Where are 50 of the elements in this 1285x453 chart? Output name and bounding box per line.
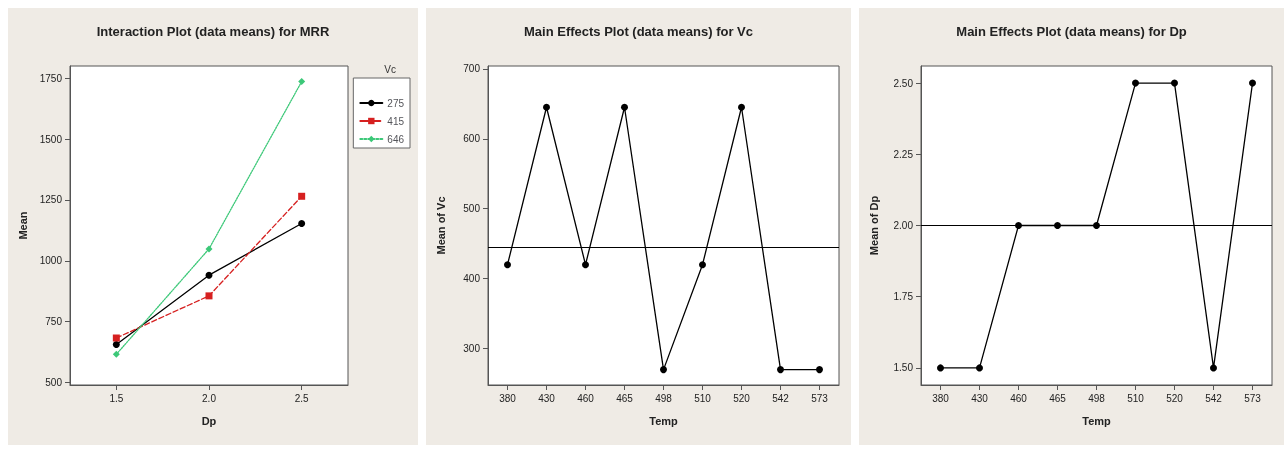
x-tick-label: 380 [932, 392, 950, 404]
y-tick-label: 400 [463, 273, 481, 285]
y-tick-label: 1.75 [893, 291, 914, 303]
x-axis-title: Temp [1082, 414, 1112, 427]
x-tick-label: 465 [616, 392, 634, 404]
y-tick-label: 1.50 [893, 362, 914, 374]
y-axis-title: Mean of Vc [434, 196, 447, 255]
x-tick-label: 465 [1049, 392, 1067, 404]
x-tick-label: 520 [733, 392, 751, 404]
y-tick-label: 700 [463, 63, 481, 75]
x-tick-label: 380 [499, 392, 517, 404]
x-tick-label: 542 [772, 392, 790, 404]
y-tick-label: 500 [45, 377, 63, 389]
y-tick-label: 1000 [39, 255, 63, 267]
x-tick-label: 430 [538, 392, 556, 404]
y-tick-label: 750 [45, 316, 63, 328]
y-axis-title: Mean of Dp [867, 195, 880, 256]
x-tick-label: 542 [1205, 392, 1223, 404]
legend-label: 415 [387, 115, 405, 127]
x-tick-label: 2.0 [202, 392, 217, 404]
legend-title: Vc [384, 63, 396, 75]
y-tick-label: 2.50 [893, 77, 914, 89]
y-tick-label: 2.00 [893, 220, 914, 231]
x-tick-label: 498 [655, 392, 673, 404]
x-tick-label: 573 [1244, 392, 1262, 404]
x-tick-label: 1.5 [109, 392, 124, 404]
chart-title: Main Effects Plot (data means) for Dp [956, 24, 1187, 39]
x-tick-label: 430 [971, 392, 989, 404]
legend-label: 275 [387, 97, 405, 109]
x-tick-label: 460 [577, 392, 595, 404]
y-tick-label: 2.25 [893, 148, 914, 160]
x-tick-label: 498 [1088, 392, 1106, 404]
y-tick-label: 1250 [39, 194, 63, 206]
y-tick-label: 500 [463, 203, 481, 215]
chart-title: Interaction Plot (data means) for MRR [96, 24, 330, 39]
x-tick-label: 2.5 [294, 392, 310, 404]
x-axis-title: Dp [201, 414, 217, 427]
y-tick-label: 300 [463, 343, 481, 355]
x-tick-label: 510 [694, 392, 712, 404]
y-axis-title: Mean [16, 211, 29, 240]
y-tick-label: 1750 [39, 72, 63, 84]
x-tick-label: 460 [1010, 392, 1028, 404]
x-tick-label: 520 [1166, 392, 1184, 404]
x-axis-title: Temp [649, 414, 679, 427]
chart-title: Main Effects Plot (data means) for Vc [524, 24, 753, 39]
x-tick-label: 573 [811, 392, 829, 404]
y-tick-label: 1500 [39, 133, 63, 145]
x-tick-label: 510 [1127, 392, 1145, 404]
y-tick-label: 600 [463, 133, 481, 145]
legend-label: 646 [387, 133, 405, 145]
